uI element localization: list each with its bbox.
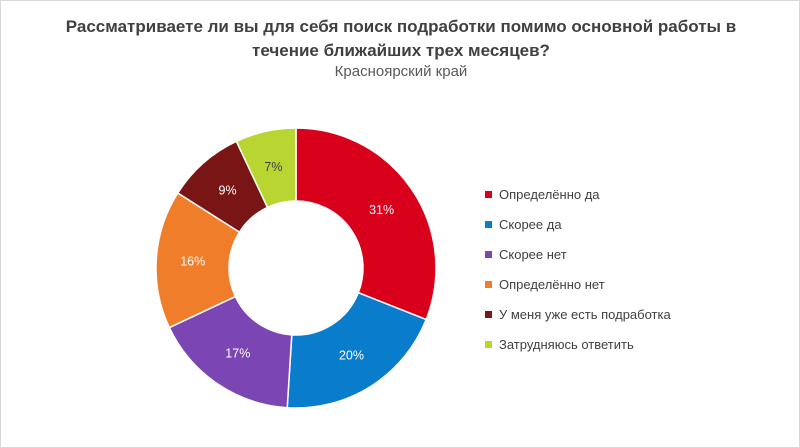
chart-subtitle: Красноярский край: [334, 63, 468, 80]
slice-value-label-2: 20%: [339, 348, 364, 362]
slice-value-label-6: 7%: [264, 160, 282, 174]
legend-label: Определённо нет: [499, 276, 605, 292]
legend-swatch: [485, 310, 492, 318]
legend-swatch: [485, 280, 492, 288]
legend-item-1: Определённо да: [485, 179, 671, 209]
donut-slice-4: [155, 191, 241, 329]
legend-item-6: Затрудняюсь ответить: [485, 329, 671, 359]
legend-item-3: Скорее нет: [485, 239, 671, 269]
donut-chart: 31% 20% 17% 16% 9% 7%: [155, 127, 437, 409]
chart-title: Рассматриваете ли вы для себя поиск подр…: [65, 17, 737, 60]
legend-label: Скорее нет: [499, 246, 567, 262]
chart-legend: Определённо да Скорее да Скорее нет Определ…: [485, 179, 671, 359]
slice-value-label-5: 9%: [219, 183, 237, 197]
legend-item-2: Скорее да: [485, 209, 671, 239]
legend-swatch: [485, 250, 492, 258]
legend-label: Скорее да: [499, 216, 562, 232]
legend-swatch: [485, 340, 492, 348]
slice-value-label-1: 31%: [369, 203, 394, 217]
donut-slices: [155, 127, 437, 409]
legend-swatch: [485, 190, 492, 198]
donut-slice-3: [168, 295, 293, 409]
legend-label: Затрудняюсь ответить: [499, 336, 634, 352]
legend-item-5: У меня уже есть подработка: [485, 299, 671, 329]
legend-label: У меня уже есть подработка: [499, 306, 671, 322]
donut-labels: 31% 20% 17% 16% 9% 7%: [180, 160, 394, 362]
donut-slice-6: [235, 127, 297, 209]
slice-value-label-4: 16%: [180, 255, 205, 269]
donut-slice-2: [286, 291, 428, 409]
legend-item-4: Определённо нет: [485, 269, 671, 299]
slice-value-label-3: 17%: [225, 347, 250, 361]
legend-swatch: [485, 220, 492, 228]
legend-label: Определённо да: [499, 186, 600, 202]
donut-slice-1: [295, 127, 437, 321]
